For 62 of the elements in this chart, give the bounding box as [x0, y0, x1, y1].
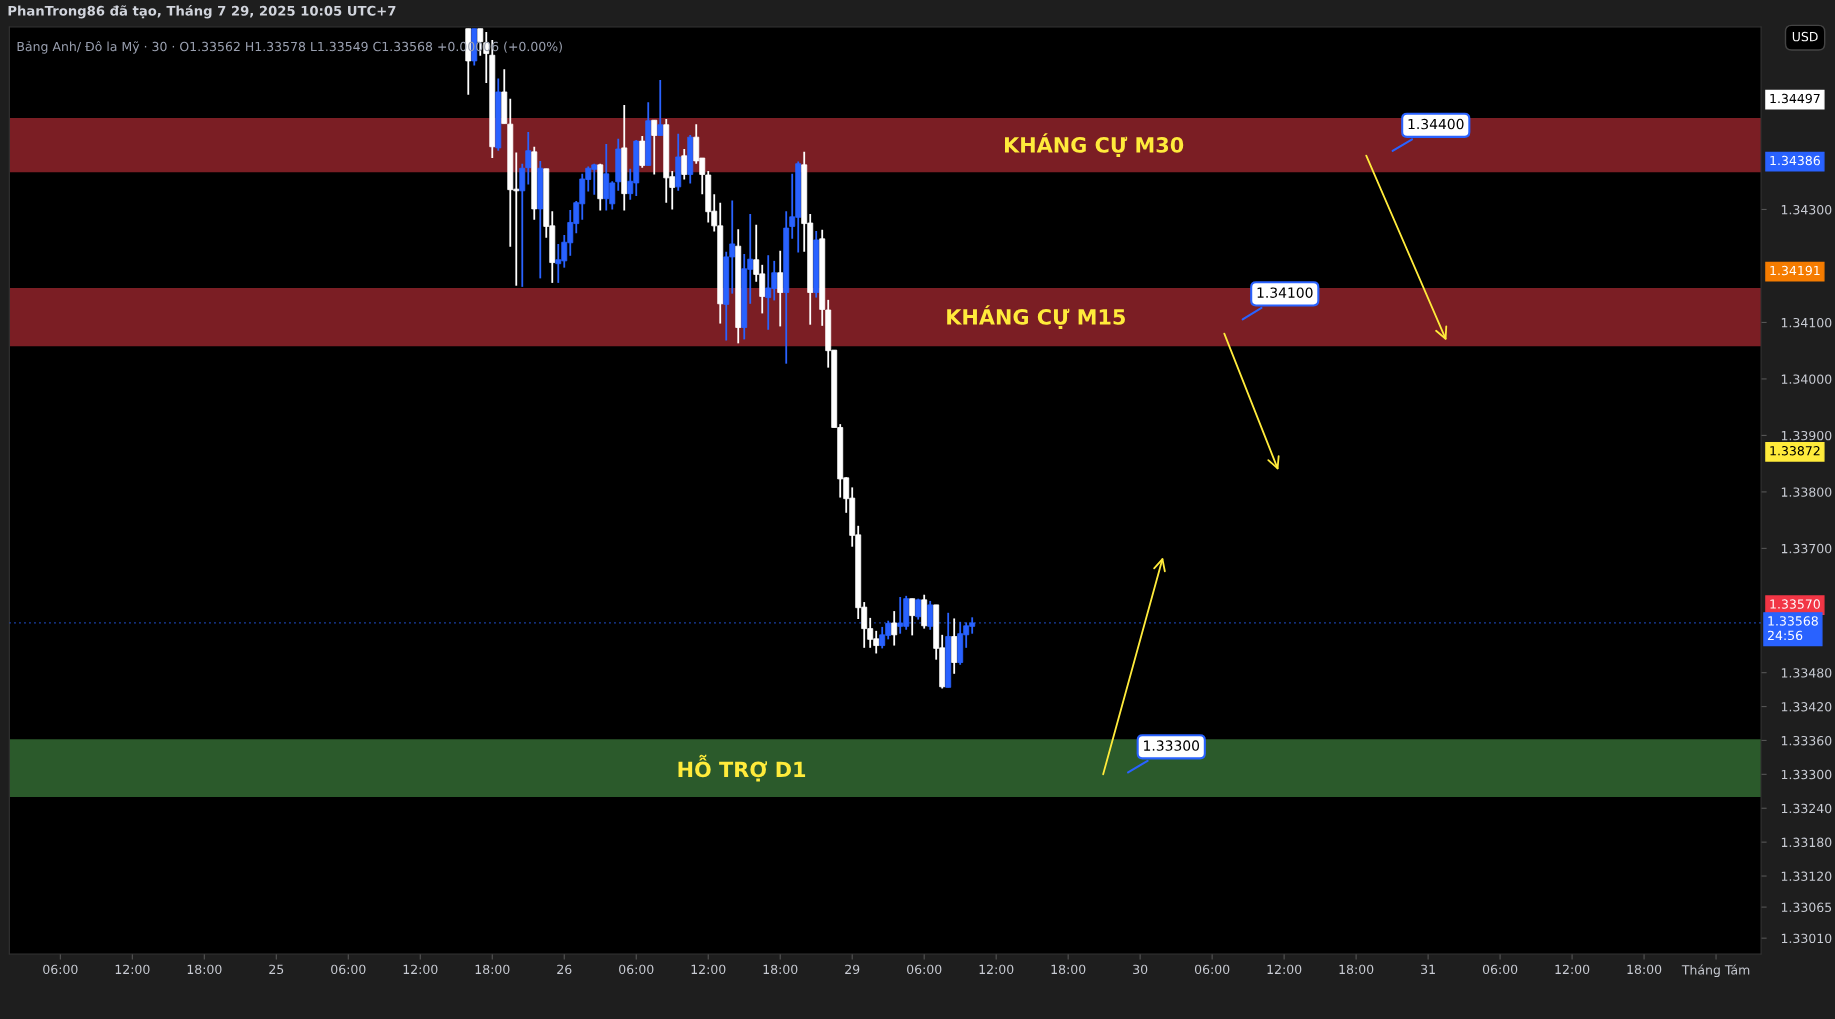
text: 1.33872 [1770, 446, 1820, 456]
x-tick-label: 06:00 [907, 964, 942, 975]
candlestick [519, 162, 526, 288]
x-tick-label: 06:00 [331, 964, 366, 975]
text: 1.34191 [1770, 265, 1820, 276]
x-tick-label: 30 [1133, 964, 1148, 975]
x-tick-label: Tháng Tám [1681, 964, 1750, 977]
x-tick-label: 06:00 [43, 964, 78, 975]
y-tick-label: 1.33010 [1781, 933, 1832, 944]
y-tick-label: 1.33700 [1781, 543, 1832, 554]
y-tick-label: 1.33420 [1781, 702, 1832, 712]
y-tick-label: 1.33240 [1781, 803, 1832, 814]
y-tick-label: 1.34000 [1781, 374, 1832, 384]
y-tick-label: 1.34100 [1781, 317, 1832, 328]
x-tick-label: 12:00 [1555, 964, 1590, 975]
candlestick [651, 119, 658, 176]
text: 1.34497 [1770, 93, 1820, 104]
x-tick-label: 06:00 [619, 964, 654, 975]
ref-line-label: 1.33568 24:56 [1767, 616, 1818, 641]
x-tick-label: 18:00 [475, 964, 510, 975]
candlestick [657, 79, 664, 137]
x-tick-label: 18:00 [1627, 964, 1662, 975]
y-tick-label: 1.33300 [1781, 769, 1832, 780]
chart-title: PhanTrong86 đã tạo, Tháng 7 29, 2025 10:05 UTC+7 [8, 5, 396, 19]
band-label: KHÁNG CỰ M30 [1004, 133, 1184, 157]
band-label: HỖ TRỢ D1 [678, 754, 806, 782]
y-tick-label: 1.33900 [1781, 430, 1832, 441]
annotation: 1.34100 [1257, 287, 1313, 298]
y-tick-label: 1.33480 [1781, 668, 1832, 678]
x-tick-label: 06:00 [1194, 964, 1230, 975]
annotation: 1.33300 [1144, 740, 1200, 751]
y-tick-label: 1.34300 [1781, 204, 1832, 215]
band-label: KHÁNG CỰ M15 [947, 305, 1125, 329]
x-tick-label: 12:00 [979, 964, 1014, 975]
candlestick [927, 600, 934, 631]
annotation: 1.34400 [1408, 118, 1464, 130]
x-tick-label: 12:00 [691, 964, 726, 975]
text: USD [1792, 31, 1818, 42]
candlestick [525, 131, 532, 186]
x-tick-label: 12:00 [115, 964, 150, 975]
y-tick-label: 1.33065 [1781, 902, 1832, 913]
y-tick-label: 1.33800 [1781, 487, 1832, 497]
x-tick-label: 25 [269, 964, 284, 975]
y-tick-label: 1.33180 [1781, 837, 1832, 848]
x-tick-label: 18:00 [1339, 964, 1374, 975]
text: 1.33570 [1770, 599, 1820, 609]
x-tick-label: 12:00 [1267, 964, 1302, 975]
x-tick-label: 18:00 [1051, 964, 1086, 975]
x-tick-label: 31 [1421, 964, 1435, 975]
text: 1.34386 [1770, 155, 1820, 166]
x-tick-label: 18:00 [187, 964, 222, 975]
x-tick-label: 12:00 [403, 964, 438, 975]
x-tick-label: 26 [557, 964, 572, 975]
x-tick-label: 18:00 [763, 964, 798, 975]
y-tick-label: 1.33360 [1781, 735, 1832, 746]
x-tick-label: 06:00 [1482, 964, 1518, 975]
candlestick [891, 610, 898, 647]
candlestick [777, 249, 784, 328]
x-tick-label: 29 [845, 964, 860, 975]
candlestick [681, 148, 688, 181]
candlestick [909, 597, 916, 637]
y-tick-label: 1.33120 [1781, 871, 1832, 881]
